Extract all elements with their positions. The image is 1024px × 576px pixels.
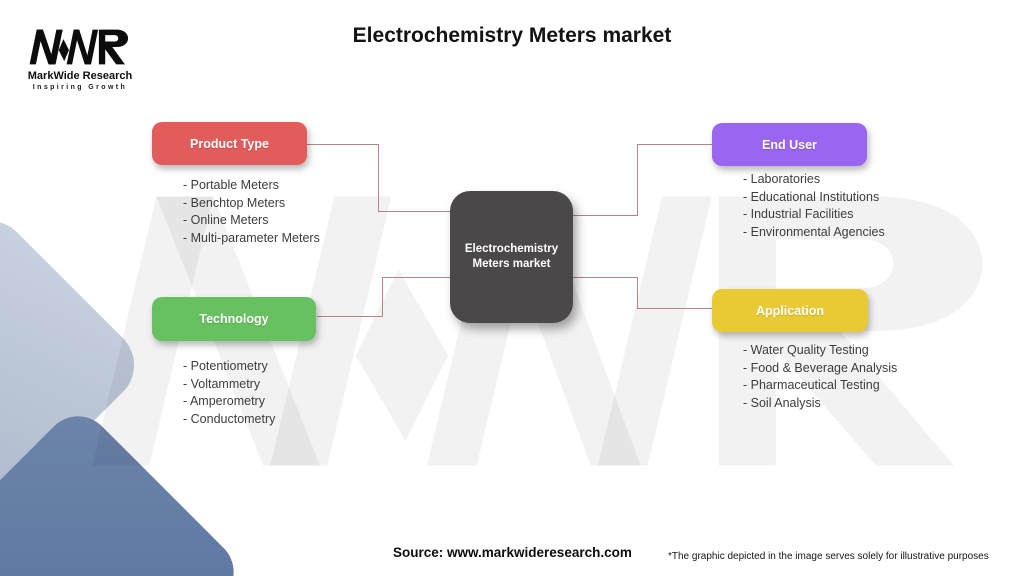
connector-application (637, 277, 638, 309)
list-item: - Portable Meters (183, 178, 279, 192)
category-list-end-user: - Laboratories - Educational Institutions… (743, 171, 885, 241)
connector-application (637, 308, 712, 309)
connector-product-type (307, 144, 378, 145)
list-item: - Potentiometry (183, 359, 268, 373)
list-item: - Multi-parameter Meters (183, 230, 320, 245)
connector-application (573, 277, 637, 278)
list-item: - Educational Institutions (743, 189, 880, 204)
source-text: Source: www.markwideresearch.com (393, 545, 632, 560)
category-box-technology: Technology (152, 297, 316, 341)
category-box-product-type: Product Type (152, 122, 307, 165)
category-list-technology: - Potentiometry - Voltammetry - Amperometr… (183, 358, 275, 428)
list-item: - Soil Analysis (743, 395, 821, 410)
list-item: - Food & Beverage Analysis (743, 360, 898, 375)
category-list-application: - Water Quality Testing - Food & Beverage… (743, 342, 897, 412)
central-node-line1: Electrochemistry (464, 243, 559, 255)
connector-technology (382, 277, 383, 317)
central-node-line2: Meters market (472, 258, 551, 270)
disclaimer-text: *The graphic depicted in the image serve… (668, 551, 989, 562)
list-item: - Pharmaceutical Testing (743, 378, 880, 392)
list-item: - Voltammetry (183, 376, 261, 391)
list-item: - Online Meters (183, 213, 269, 227)
connector-product-type (378, 211, 450, 212)
category-list-product-type: - Portable Meters - Benchtop Meters - Onli… (183, 177, 320, 247)
connector-end-user (637, 144, 712, 145)
list-item: - Industrial Facilities (743, 207, 854, 221)
list-item: - Conductometry (183, 411, 276, 426)
list-item: - Water Quality Testing (743, 343, 869, 357)
logo-brand-name: MarkWide Research (27, 70, 133, 82)
markwide-research-logo: MarkWide Research Inspiring Growth (20, 26, 140, 91)
category-label: Technology (199, 312, 269, 326)
category-box-application: Application (712, 289, 868, 332)
category-label: Application (755, 303, 825, 318)
connector-end-user (573, 215, 637, 216)
connector-end-user (637, 144, 638, 216)
category-label: End User (762, 137, 817, 152)
category-box-end-user: End User (712, 123, 867, 166)
connector-product-type (378, 144, 379, 212)
connector-technology (317, 316, 383, 317)
central-market-node: Electrochemistry Meters market (450, 191, 573, 323)
list-item: - Environmental Agencies (743, 224, 885, 239)
list-item: - Amperometry (183, 394, 265, 408)
logo-tagline: Inspiring Growth (32, 84, 128, 91)
list-item: - Benchtop Meters (183, 195, 286, 210)
list-item: - Laboratories (743, 172, 821, 186)
page-title: Electrochemistry Meters market (352, 24, 672, 47)
category-label: Product Type (190, 136, 269, 151)
connector-technology (382, 277, 450, 278)
